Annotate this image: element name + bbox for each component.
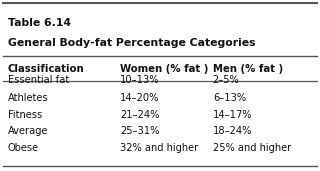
Text: Table 6.14: Table 6.14 <box>8 18 71 28</box>
Text: Essential fat: Essential fat <box>8 75 69 85</box>
Text: 10–13%: 10–13% <box>120 75 159 85</box>
Text: Women (% fat ): Women (% fat ) <box>120 64 208 74</box>
Text: General Body-fat Percentage Categories: General Body-fat Percentage Categories <box>8 38 255 48</box>
Text: Obese: Obese <box>8 143 39 153</box>
Text: 2–5%: 2–5% <box>213 75 240 85</box>
Text: Fitness: Fitness <box>8 110 42 120</box>
Text: 25% and higher: 25% and higher <box>213 143 291 153</box>
Text: Classification: Classification <box>8 64 85 74</box>
Text: Average: Average <box>8 126 49 136</box>
Text: Athletes: Athletes <box>8 93 49 103</box>
Text: 6–13%: 6–13% <box>213 93 246 103</box>
Text: 25–31%: 25–31% <box>120 126 159 136</box>
Text: 18–24%: 18–24% <box>213 126 252 136</box>
Text: 21–24%: 21–24% <box>120 110 159 120</box>
Text: 32% and higher: 32% and higher <box>120 143 198 153</box>
Text: 14–20%: 14–20% <box>120 93 159 103</box>
Text: Men (% fat ): Men (% fat ) <box>213 64 283 74</box>
Text: 14–17%: 14–17% <box>213 110 252 120</box>
